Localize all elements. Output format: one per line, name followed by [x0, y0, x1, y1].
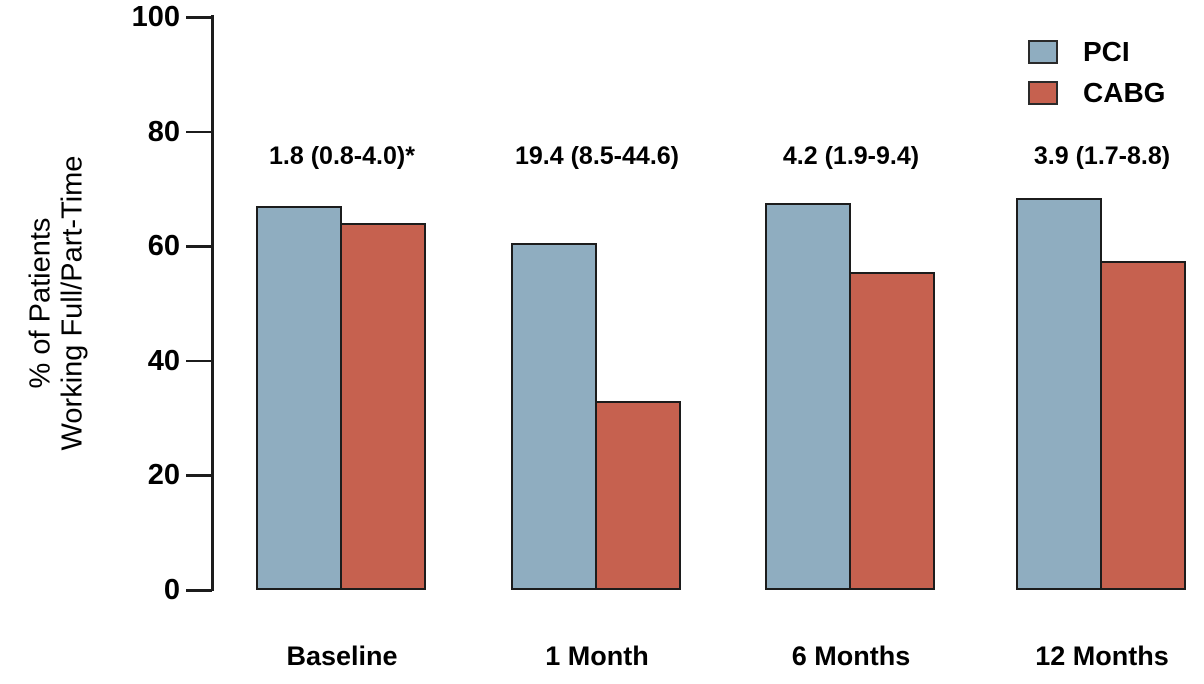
- y-tick-mark: [186, 589, 212, 592]
- bar-group: [765, 17, 937, 590]
- bar-pci-12-months: [1016, 197, 1102, 590]
- legend-row-cabg: CABG: [1028, 79, 1165, 107]
- y-tick-label: 80: [147, 115, 180, 148]
- x-axis-label: 12 Months: [1035, 641, 1169, 671]
- legend: PCI CABG: [1028, 38, 1165, 120]
- y-tick-mark: [186, 130, 212, 134]
- y-axis-title-line-2: Working Full/Part-Time: [57, 155, 89, 451]
- bar-pci-baseline: [256, 206, 342, 590]
- y-axis-line: [211, 15, 214, 591]
- bar-group: [511, 17, 683, 590]
- bar-cabg-12-months: [1100, 260, 1186, 590]
- y-tick-mark: [186, 16, 212, 19]
- odds-ratio-annotation: 1.8 (0.8-4.0)*: [269, 142, 415, 170]
- bar-pci-6-months: [765, 203, 851, 590]
- bar-group: [1016, 17, 1188, 590]
- x-axis-label: 1 Month: [545, 641, 649, 671]
- y-tick-label: 60: [147, 230, 180, 263]
- y-axis-title: % of Patients Working Full/Part-Time: [25, 156, 90, 451]
- y-axis-title-line-1: % of Patients: [24, 217, 57, 389]
- legend-swatch-cabg: [1028, 81, 1058, 105]
- odds-ratio-annotation: 3.9 (1.7-8.8): [1033, 142, 1171, 170]
- x-axis-label: 6 Months: [791, 641, 911, 671]
- y-tick-label: 20: [147, 459, 180, 492]
- bar-cabg-baseline: [340, 223, 426, 590]
- legend-label-cabg: CABG: [1083, 77, 1166, 108]
- odds-ratio-annotation: 19.4 (8.5-44.6): [515, 142, 679, 170]
- odds-ratio-annotation: 4.2 (1.9-9.4): [782, 142, 920, 170]
- y-tick-mark: [186, 359, 212, 363]
- plot-area: [213, 17, 1204, 590]
- legend-swatch-pci: [1028, 40, 1058, 64]
- bar-cabg-1-month: [595, 400, 681, 590]
- bar-group: [256, 17, 428, 590]
- bar-cabg-6-months: [849, 272, 935, 590]
- y-tick-mark: [186, 245, 212, 248]
- y-tick-label: 0: [163, 574, 180, 606]
- y-tick-label: 100: [131, 1, 180, 33]
- legend-row-pci: PCI: [1028, 38, 1165, 66]
- y-tick-label: 40: [147, 344, 180, 377]
- bar-pci-1-month: [511, 243, 597, 590]
- legend-label-pci: PCI: [1083, 36, 1130, 67]
- x-axis-label: Baseline: [286, 641, 398, 671]
- y-tick-mark: [186, 474, 212, 477]
